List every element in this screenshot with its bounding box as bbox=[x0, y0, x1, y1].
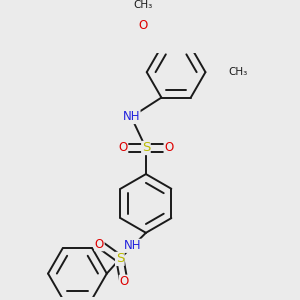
Text: O: O bbox=[139, 19, 148, 32]
Text: NH: NH bbox=[124, 239, 142, 252]
Text: S: S bbox=[116, 252, 124, 266]
Text: NH: NH bbox=[122, 110, 140, 124]
Text: CH₃: CH₃ bbox=[228, 67, 248, 77]
Text: O: O bbox=[95, 238, 104, 251]
Text: CH₃: CH₃ bbox=[134, 0, 153, 10]
Text: O: O bbox=[118, 142, 128, 154]
Text: O: O bbox=[164, 142, 173, 154]
Text: O: O bbox=[119, 275, 128, 288]
Text: S: S bbox=[142, 142, 150, 154]
